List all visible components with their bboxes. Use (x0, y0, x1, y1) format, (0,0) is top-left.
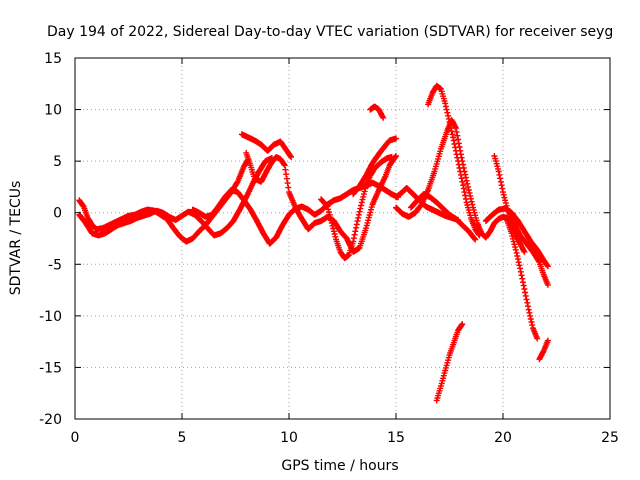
y-axis-title: SDTVAR / TECUs (8, 181, 24, 296)
data-points (76, 82, 551, 404)
series-track-2 (76, 155, 275, 239)
y-tick-label: 0 (53, 206, 62, 222)
series-track-3 (189, 179, 402, 247)
series-marks (189, 179, 402, 247)
y-tick-label: 15 (44, 51, 62, 67)
series-track-8 (367, 103, 387, 121)
series-track-4 (238, 131, 295, 160)
y-tick-label: 5 (53, 154, 62, 170)
x-axis-title: GPS time / hours (281, 458, 398, 474)
y-tick-label: -15 (39, 360, 62, 376)
series-track-16 (504, 218, 541, 342)
y-tick-label: -10 (39, 309, 62, 325)
series-marks (504, 218, 541, 342)
series-marks (238, 131, 295, 160)
series-track-7 (350, 135, 399, 198)
series-track-15 (491, 153, 551, 288)
series-marks (536, 337, 551, 363)
tick-marks (74, 57, 611, 420)
plot-frame (74, 57, 611, 420)
series-track-17 (536, 337, 551, 363)
y-tick-label: -5 (48, 257, 62, 273)
x-tick-label: 20 (494, 430, 512, 446)
series-marks (350, 135, 399, 198)
x-tick-label: 0 (71, 430, 80, 446)
series-track-12 (408, 191, 479, 243)
series-marks (318, 154, 395, 262)
series-marks (433, 321, 466, 404)
series-marks (408, 191, 479, 243)
x-tick-label: 5 (178, 430, 187, 446)
chart-title: Day 194 of 2022, Sidereal Day-to-day VTE… (47, 24, 613, 40)
series-marks (425, 82, 483, 239)
series-track-13 (433, 321, 466, 404)
series-track-6 (318, 154, 395, 262)
series-track-11 (425, 82, 483, 239)
y-tick-labels: -20 -15 -10 -5 0 5 10 15 (39, 51, 62, 428)
series-marks (367, 103, 387, 121)
x-tick-label: 15 (387, 430, 405, 446)
x-tick-label: 25 (601, 430, 619, 446)
y-tick-label: -20 (39, 412, 62, 428)
x-tick-label: 10 (280, 430, 298, 446)
x-tick-labels: 0 5 10 15 20 25 (71, 430, 619, 446)
series-marks (76, 155, 275, 239)
series-marks (491, 153, 551, 288)
y-tick-label: 10 (44, 103, 62, 119)
